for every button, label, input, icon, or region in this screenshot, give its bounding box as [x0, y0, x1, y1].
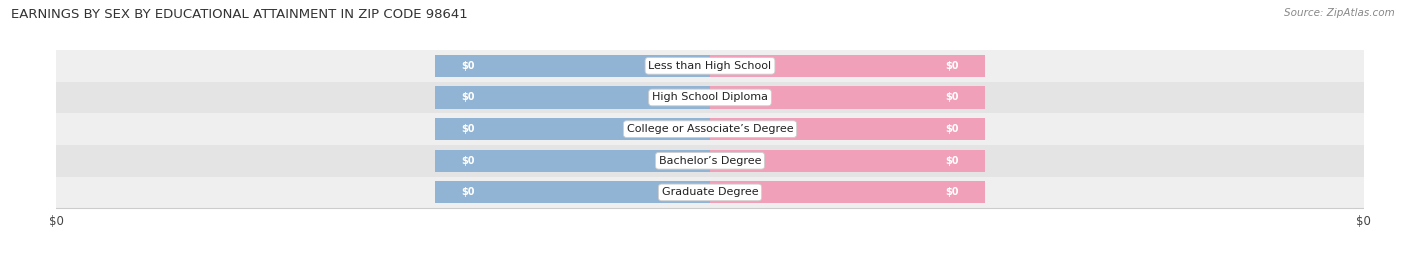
Text: College or Associate’s Degree: College or Associate’s Degree	[627, 124, 793, 134]
Text: High School Diploma: High School Diploma	[652, 93, 768, 102]
Bar	[436, 55, 710, 77]
Bar	[710, 118, 984, 140]
Bar	[436, 150, 710, 172]
Bar	[710, 86, 984, 109]
Text: Bachelor’s Degree: Bachelor’s Degree	[659, 156, 761, 166]
Bar	[436, 86, 710, 109]
Bar	[56, 82, 1364, 113]
Text: EARNINGS BY SEX BY EDUCATIONAL ATTAINMENT IN ZIP CODE 98641: EARNINGS BY SEX BY EDUCATIONAL ATTAINMEN…	[11, 8, 468, 21]
Legend: Male, Female: Male, Female	[650, 268, 770, 269]
Bar	[56, 50, 1364, 82]
Text: $0: $0	[945, 124, 959, 134]
Text: $0: $0	[945, 61, 959, 71]
Text: Less than High School: Less than High School	[648, 61, 772, 71]
Text: $0: $0	[461, 93, 475, 102]
Bar	[436, 118, 710, 140]
Text: Source: ZipAtlas.com: Source: ZipAtlas.com	[1284, 8, 1395, 18]
Bar	[56, 176, 1364, 208]
Text: $0: $0	[461, 187, 475, 197]
Bar	[710, 150, 984, 172]
Text: $0: $0	[945, 187, 959, 197]
Text: $0: $0	[461, 61, 475, 71]
Bar	[436, 181, 710, 203]
Bar	[710, 55, 984, 77]
Bar	[56, 113, 1364, 145]
Bar	[56, 145, 1364, 176]
Text: $0: $0	[461, 124, 475, 134]
Bar	[710, 181, 984, 203]
Text: $0: $0	[461, 156, 475, 166]
Text: $0: $0	[945, 156, 959, 166]
Text: Graduate Degree: Graduate Degree	[662, 187, 758, 197]
Text: $0: $0	[945, 93, 959, 102]
